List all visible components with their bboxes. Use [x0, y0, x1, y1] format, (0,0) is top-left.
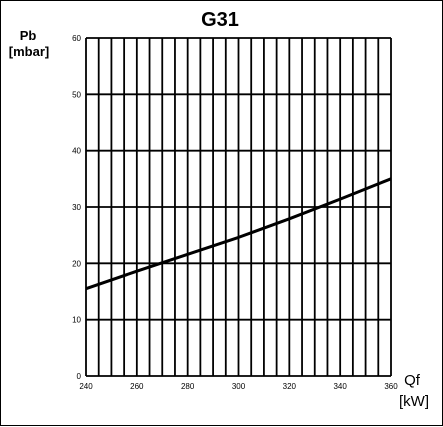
y-tick-label: 50	[72, 90, 81, 99]
x-tick-label: 320	[283, 382, 297, 391]
x-tick-label: 260	[130, 382, 144, 391]
y-axis-label: Pb	[20, 28, 37, 43]
y-tick-label: 0	[77, 372, 82, 381]
x-tick-label: 240	[79, 382, 93, 391]
y-axis-unit: [mbar]	[9, 44, 49, 59]
x-tick-label: 340	[333, 382, 347, 391]
y-tick-label: 40	[72, 147, 81, 156]
chart-title: G31	[201, 9, 239, 31]
series-layer	[85, 177, 392, 291]
x-tick-label: 300	[232, 382, 246, 391]
grid	[85, 37, 392, 377]
x-tick-label: 360	[384, 382, 398, 391]
y-tick-label: 30	[72, 203, 81, 212]
y-tick-label: 10	[72, 316, 81, 325]
y-tick-label: 20	[72, 259, 81, 268]
x-axis-label: Qf	[404, 372, 421, 389]
y-tick-label: 60	[72, 34, 81, 43]
series-line	[85, 177, 392, 291]
tick-labels: 240 260 280 300 320 340 360 0 10 20 30 40 50 60	[72, 34, 398, 391]
x-axis-unit: [kW]	[399, 393, 429, 410]
x-tick-label: 280	[181, 382, 195, 391]
